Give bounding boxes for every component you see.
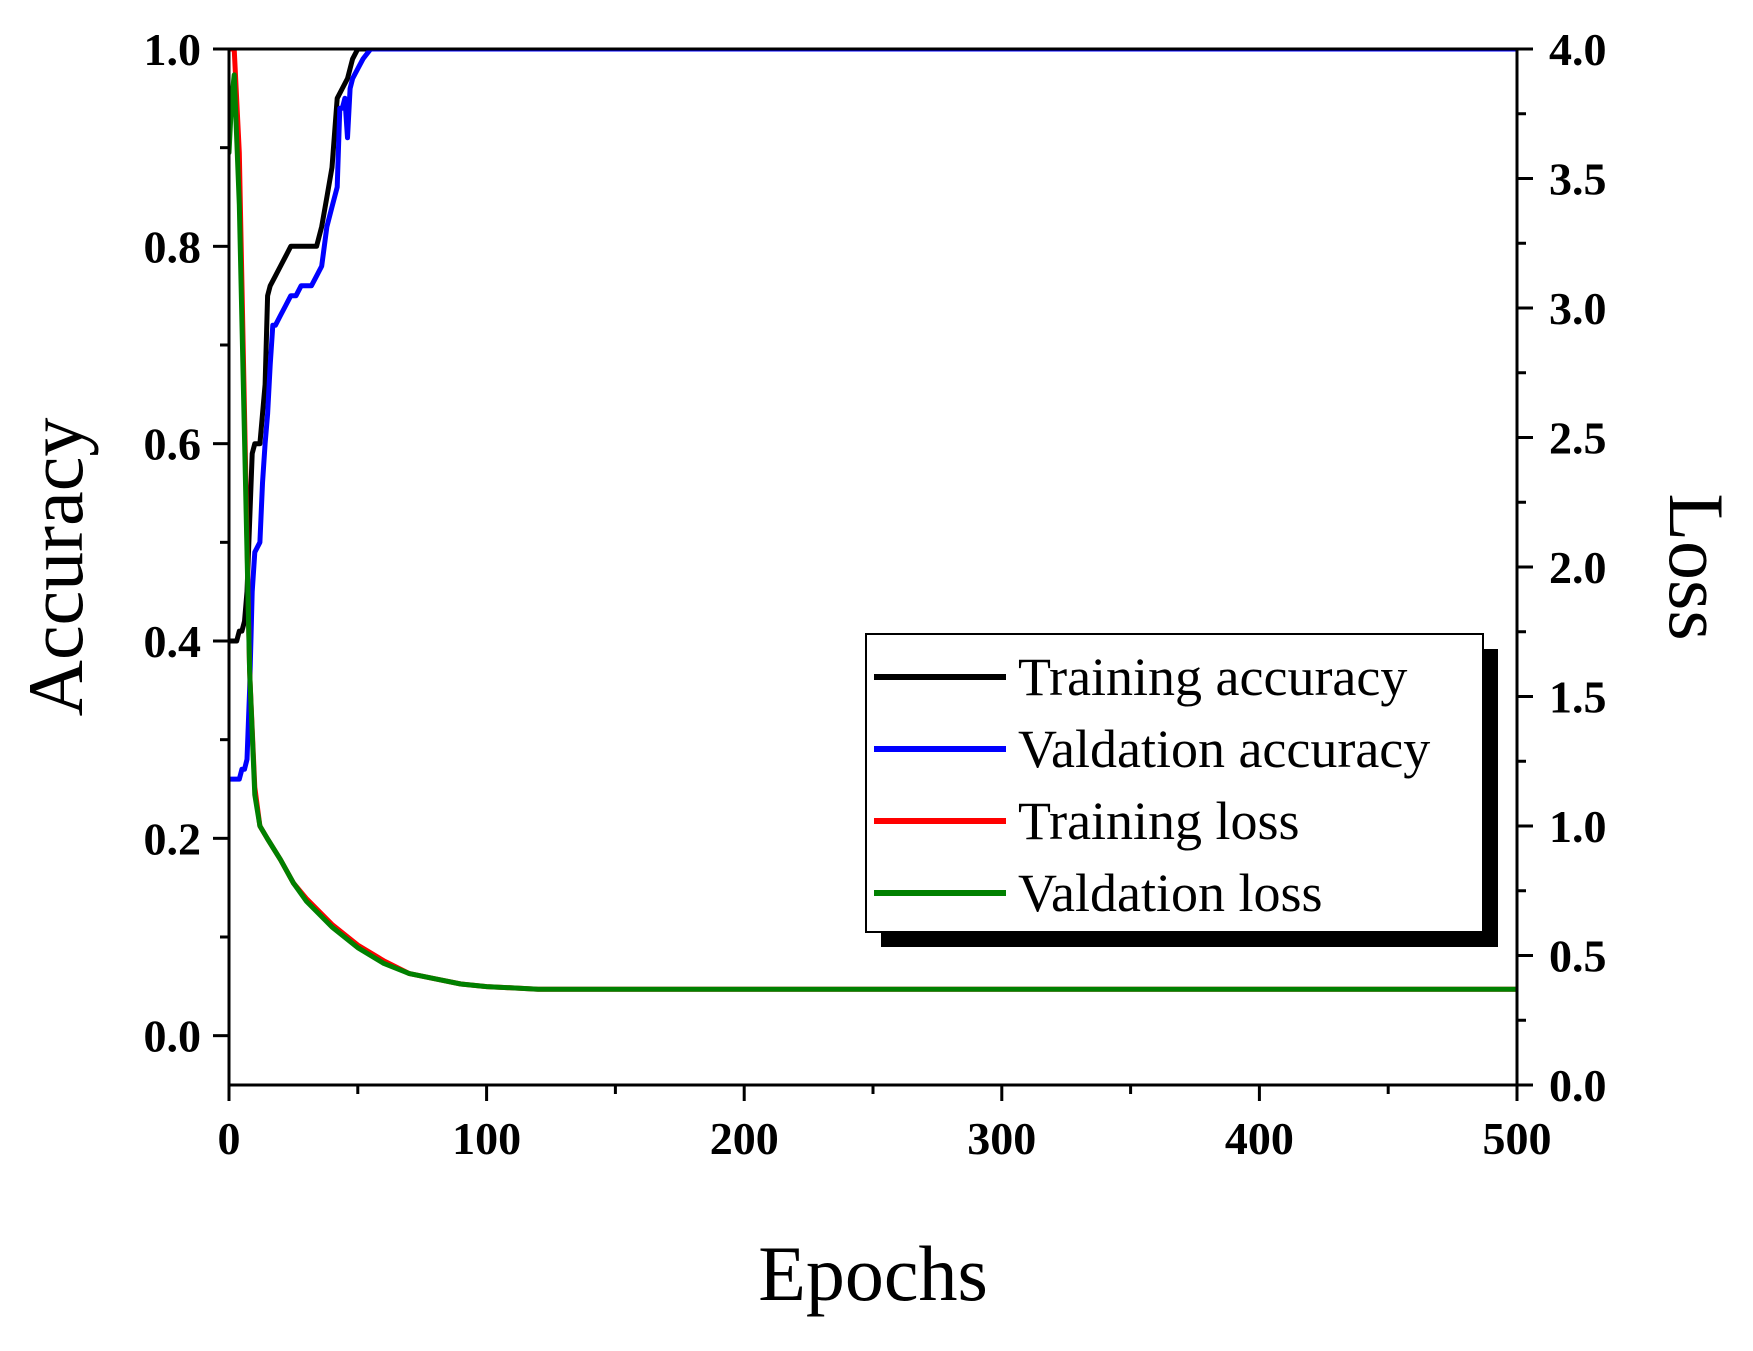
x-axis-title: Epochs [758, 1230, 988, 1317]
y-right-tick-label: 1.5 [1549, 672, 1607, 723]
y-right-tick-label: 3.0 [1549, 283, 1607, 334]
y-left-tick-label: 1.0 [144, 24, 202, 75]
y-right-tick-label: 0.5 [1549, 931, 1607, 982]
legend-label-training-loss: Training loss [1018, 791, 1300, 851]
x-axis: 0 100 200 300 400 500 [218, 1085, 1552, 1164]
y-right-tick-label: 2.5 [1549, 413, 1607, 464]
x-tick-label: 0 [218, 1113, 241, 1164]
valdation-loss-line [229, 72, 1517, 992]
left-y-axis: 0.0 0.2 0.4 0.6 0.8 1.0 [144, 24, 229, 1062]
right-y-axis: 0.0 0.5 1.0 1.5 2.0 2.5 3.0 3.5 4.0 [1517, 24, 1607, 1111]
y-right-tick-label: 2.0 [1549, 542, 1607, 593]
x-tick-label: 500 [1483, 1113, 1552, 1164]
y-right-tick-label: 3.5 [1549, 154, 1607, 205]
y-right-tick-label: 1.0 [1549, 801, 1607, 852]
legend-label-valdation-accuracy: Valdation accuracy [1018, 719, 1430, 779]
y-left-tick-label: 0.4 [144, 616, 202, 667]
y-left-tick-label: 0.2 [144, 813, 202, 864]
x-tick-label: 400 [1225, 1113, 1294, 1164]
y-right-tick-label: 0.0 [1549, 1060, 1607, 1111]
x-tick-label: 200 [710, 1113, 779, 1164]
x-tick-label: 300 [967, 1113, 1036, 1164]
x-tick-label: 100 [452, 1113, 521, 1164]
y-left-tick-label: 0.0 [144, 1011, 202, 1062]
series-layer [229, 49, 1517, 992]
right-y-axis-title: Loss [1653, 493, 1740, 640]
y-left-tick-label: 0.6 [144, 419, 202, 470]
legend: Training accuracy Valdation accuracy Train… [865, 633, 1498, 947]
y-right-tick-label: 4.0 [1549, 24, 1607, 75]
legend-box [865, 633, 1484, 933]
y-left-tick-label: 0.8 [144, 221, 202, 272]
legend-label-training-accuracy: Training accuracy [1018, 647, 1407, 707]
left-y-axis-title: Accuracy [12, 418, 99, 717]
valdation-accuracy-line [229, 49, 1517, 782]
legend-label-valdation-loss: Valdation loss [1018, 863, 1323, 923]
